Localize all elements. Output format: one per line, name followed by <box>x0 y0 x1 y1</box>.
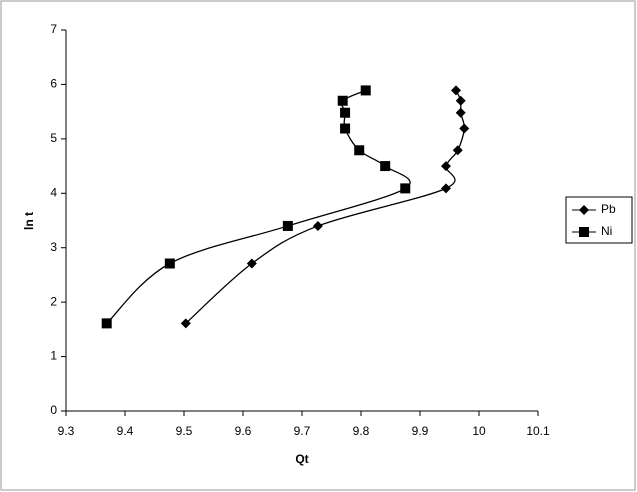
marker <box>579 227 589 237</box>
y-tick-label: 3 <box>50 240 57 254</box>
x-axis-title: Qt <box>295 452 308 466</box>
x-tick-label: 9.8 <box>353 424 370 438</box>
marker <box>340 123 351 134</box>
y-tick-label: 7 <box>50 22 57 36</box>
x-tick-label: 10 <box>472 424 486 438</box>
y-tick-label: 2 <box>50 294 57 308</box>
x-tick-label: 9.6 <box>235 424 252 438</box>
marker <box>380 161 391 172</box>
y-tick-label: 6 <box>50 77 57 91</box>
y-tick-label: 0 <box>50 403 57 417</box>
marker <box>455 107 466 118</box>
legend-box <box>565 196 633 244</box>
legend-label: Ni <box>601 224 612 238</box>
y-axis-title: ln t <box>22 212 36 230</box>
marker <box>400 183 411 194</box>
y-tick-label: 5 <box>50 131 57 145</box>
x-tick-label: 9.7 <box>294 424 311 438</box>
x-tick-label: 9.4 <box>117 424 134 438</box>
marker <box>337 95 348 106</box>
y-tick-label: 1 <box>50 349 57 363</box>
marker <box>452 145 463 156</box>
y-tick-label: 4 <box>50 185 57 199</box>
marker <box>180 318 191 329</box>
marker <box>101 318 112 329</box>
marker <box>455 95 466 106</box>
x-tick-label: 9.5 <box>176 424 193 438</box>
marker <box>360 85 371 96</box>
marker <box>312 220 323 231</box>
marker <box>282 220 293 231</box>
x-tick-label: 9.9 <box>412 424 429 438</box>
marker <box>459 123 470 134</box>
marker <box>450 85 461 96</box>
marker <box>246 258 257 269</box>
x-tick-label: 10.1 <box>526 424 550 438</box>
x-tick-label: 9.3 <box>58 424 75 438</box>
legend-label: Pb <box>601 202 616 216</box>
marker <box>579 205 589 215</box>
marker <box>340 107 351 118</box>
marker <box>164 258 175 269</box>
marker <box>440 161 451 172</box>
marker <box>354 145 365 156</box>
marker <box>440 183 451 194</box>
